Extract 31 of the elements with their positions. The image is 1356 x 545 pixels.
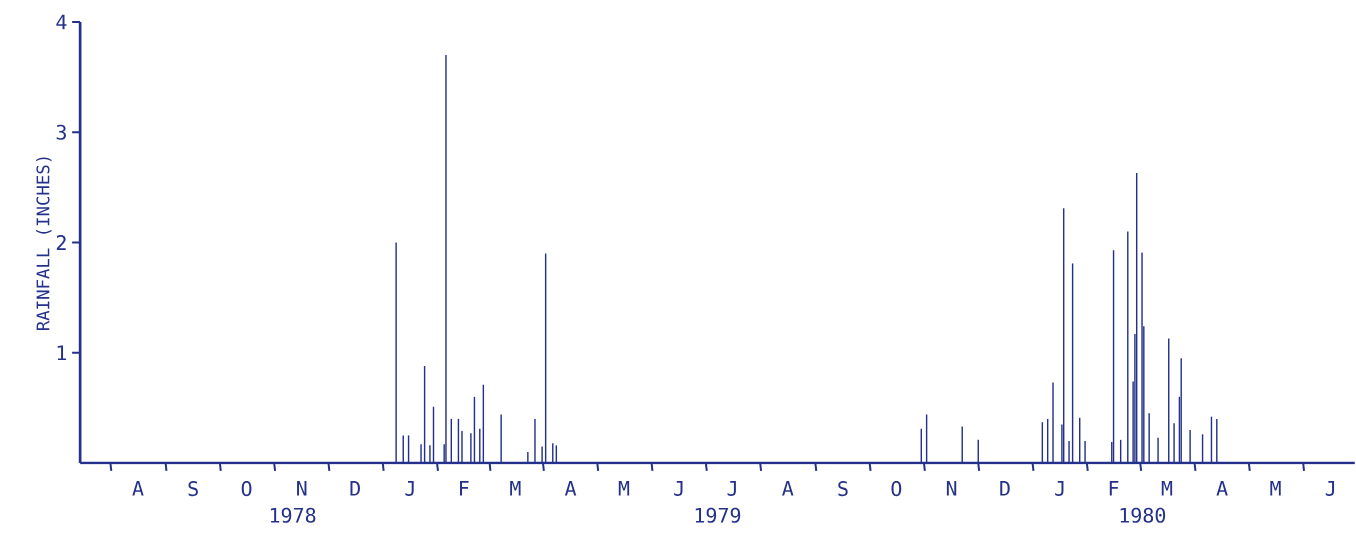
x-tick-label: J [674, 481, 683, 496]
x-tick-label: M [1270, 481, 1281, 496]
x-tick-label: F [1109, 481, 1119, 496]
x-tick-label: A [1216, 481, 1228, 496]
text: 1980 [1120, 507, 1166, 523]
y-tick-label: 1 [57, 345, 67, 361]
text: 1979 [695, 507, 741, 523]
x-tick-label: D [350, 481, 360, 496]
y-tick-label: 3 [56, 124, 66, 140]
x-tick-label: S [838, 481, 848, 497]
x-tick-label: J [1055, 481, 1064, 496]
x-tick-label: S [188, 481, 198, 497]
text: 1978 [270, 507, 316, 523]
x-tick-label: A [132, 481, 144, 496]
x-tick-label: M [618, 481, 630, 496]
x-tick-label: M [1161, 481, 1173, 496]
x-tick-label: J [1325, 481, 1335, 496]
x-tick-label: N [946, 481, 957, 496]
x-tick-label: O [241, 481, 252, 497]
x-tick-label: J [727, 481, 736, 496]
y-tick-label: 2 [56, 235, 66, 250]
x-tick-label: A [564, 481, 577, 496]
y-axis-title: RAINFALL (INCHES) [36, 157, 52, 330]
x-tick-label: N [297, 481, 307, 496]
x-tick-label: A [782, 481, 794, 496]
x-tick-label: O [891, 481, 902, 497]
x-tick-label: F [460, 481, 469, 496]
x-tick-label: D [1000, 481, 1010, 496]
x-tick-label: J [405, 481, 414, 496]
x-tick-label: M [510, 481, 521, 496]
y-tick-label: 4 [56, 14, 67, 30]
